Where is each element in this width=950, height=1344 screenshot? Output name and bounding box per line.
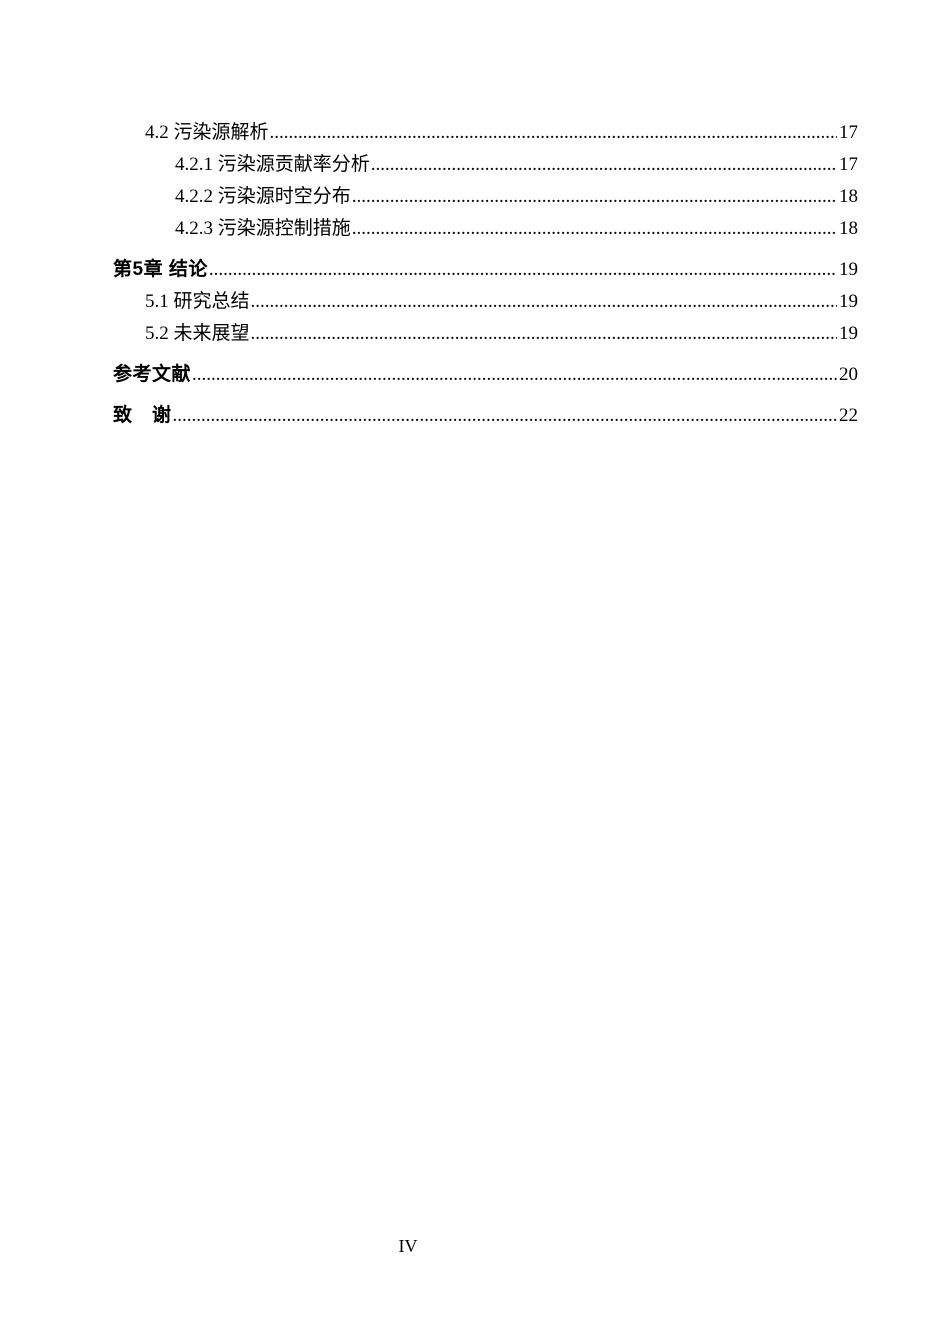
toc-page-number: 19 <box>839 259 858 280</box>
toc-page-number: 19 <box>839 291 858 312</box>
toc-page-number: 19 <box>839 323 858 344</box>
dot-leader: ........................................… <box>370 154 837 175</box>
dot-leader: ........................................… <box>269 122 837 143</box>
toc-entry-5-1[interactable]: 5.1 研究总结 ...............................… <box>113 286 858 318</box>
toc-entry-4-2-1[interactable]: 4.2.1 污染源贡献率分析 .........................… <box>113 149 858 181</box>
toc-page-number: 22 <box>839 405 858 426</box>
toc-entry-4-2-3[interactable]: 4.2.3 污染源控制措施 ..........................… <box>113 213 858 245</box>
dot-leader: ........................................… <box>208 259 837 280</box>
toc-entry-references[interactable]: 参考文献 ...................................… <box>113 359 858 391</box>
toc-entry-label: 5.1 研究总结 <box>145 291 250 312</box>
toc-entry-acknowledgements[interactable]: 致 谢 ....................................… <box>113 400 858 432</box>
toc-entry-label: 4.2.2 污染源时空分布 <box>175 186 351 207</box>
toc-entry-chapter-5[interactable]: 第5章 结论 .................................… <box>113 254 858 286</box>
footer-page-number: IV <box>398 1236 418 1256</box>
dot-leader: ........................................… <box>250 323 837 344</box>
toc-page-number: 18 <box>839 218 858 239</box>
toc-entry-label: 4.2 污染源解析 <box>145 122 269 143</box>
toc-entry-label: 参考文献 <box>113 364 192 385</box>
toc-entry-label: 4.2.1 污染源贡献率分析 <box>175 154 370 175</box>
toc-entry-label: 致 谢 <box>113 405 172 426</box>
dot-leader: ........................................… <box>351 218 837 239</box>
toc-page-number: 17 <box>839 122 858 143</box>
toc-entry-5-2[interactable]: 5.2 未来展望 ...............................… <box>113 318 858 350</box>
dot-leader: ........................................… <box>351 186 837 207</box>
dot-leader: ........................................… <box>192 364 837 385</box>
toc-page-number: 18 <box>839 186 858 207</box>
toc-page-number: 20 <box>839 364 858 385</box>
toc-entry-4-2-2[interactable]: 4.2.2 污染源时空分布 ..........................… <box>113 181 858 213</box>
dot-leader: ........................................… <box>172 405 837 426</box>
dot-leader: ........................................… <box>250 291 837 312</box>
toc-entry-4-2[interactable]: 4.2 污染源解析 ..............................… <box>113 117 858 149</box>
table-of-contents: 4.2 污染源解析 ..............................… <box>113 117 858 432</box>
toc-page-number: 17 <box>839 154 858 175</box>
toc-entry-label: 4.2.3 污染源控制措施 <box>175 218 351 239</box>
toc-entry-label: 第5章 结论 <box>113 259 208 280</box>
toc-entry-label: 5.2 未来展望 <box>145 323 250 344</box>
